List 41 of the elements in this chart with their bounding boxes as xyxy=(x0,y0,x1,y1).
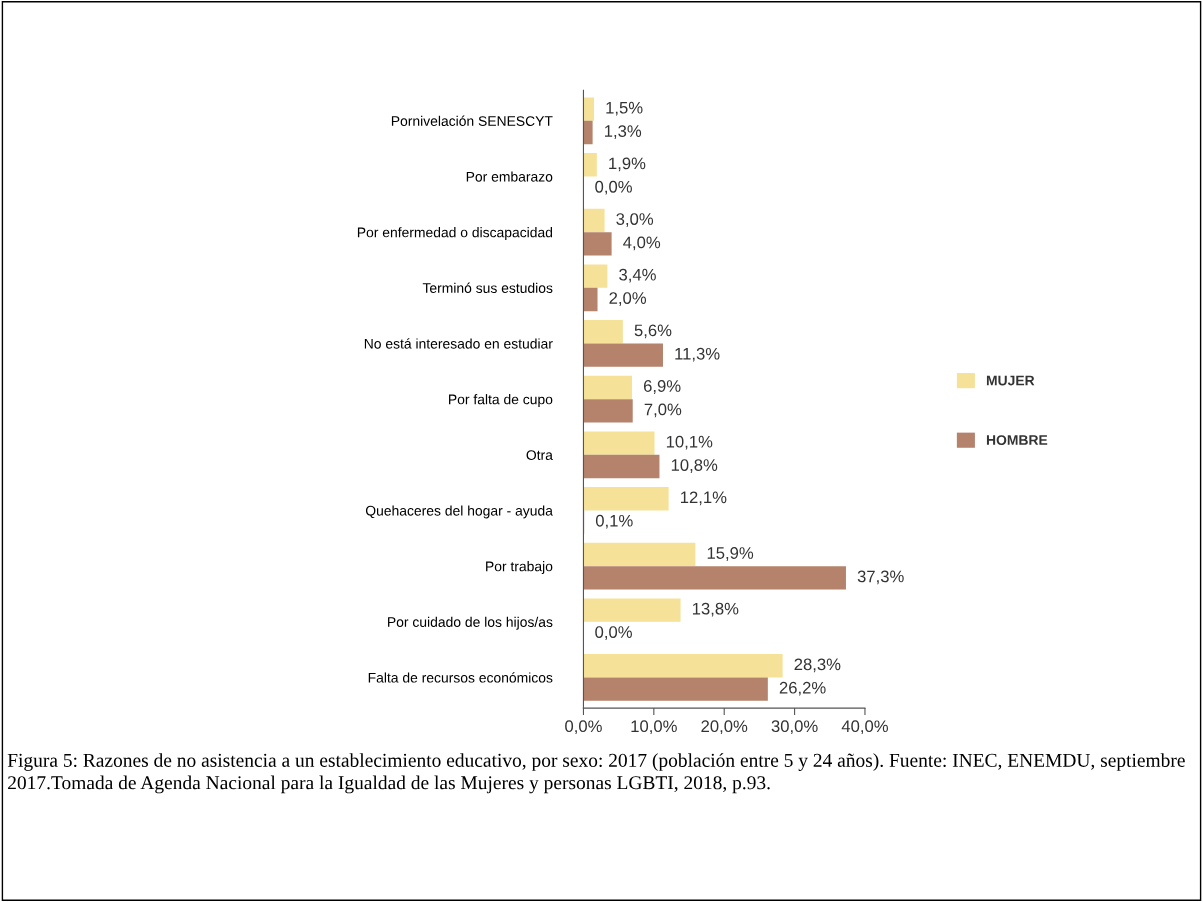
data-label: 0,0% xyxy=(595,626,632,640)
legend-label: MUJER xyxy=(986,375,1035,386)
data-label: 10,1% xyxy=(666,435,713,450)
data-label: 6,9% xyxy=(643,380,681,394)
data-label: 4,0% xyxy=(623,236,661,251)
data-label: 1,5% xyxy=(606,101,643,116)
data-label: 7,0% xyxy=(644,403,682,418)
data-label: 5,6% xyxy=(634,324,672,339)
y-tick-label: Quehaceres del hogar - ayuda xyxy=(365,505,553,519)
data-label: 1,9% xyxy=(609,157,646,172)
data-label: 12,1% xyxy=(680,491,727,506)
data-label: 0,1% xyxy=(595,514,633,529)
y-tick-label: Terminó sus estudios xyxy=(422,282,553,293)
data-label: 11,3% xyxy=(675,347,720,362)
x-tick-label: 20,0% xyxy=(701,720,748,735)
y-tick-label: Por falta de cupo xyxy=(449,394,553,408)
data-label: 15,9% xyxy=(707,547,754,561)
text: Figura 5: Razones de no asistencia a un establecimiento educativo, por sexo: 2017 (población entre 5 y 24 años). Fuente: INEC, ENEMDU, septiembre 2017.Tomada de Agenda Nacional para la Igualdad de las Mujeres y personas LGBTI, 2018, p.93. xyxy=(7,753,1185,794)
y-tick-label: Por enfermedad o discapacidad xyxy=(357,227,553,241)
y-tick-label: Otra xyxy=(526,450,553,460)
y-tick-label: No está interesado en estudiar xyxy=(364,338,553,349)
y-tick-label: Por embarazo xyxy=(466,171,553,182)
data-label: 0,0% xyxy=(595,180,632,195)
data-label: 37,3% xyxy=(857,570,904,585)
x-tick-label: 10,0% xyxy=(631,720,677,735)
y-tick-label: Pornivelación SENESCYT xyxy=(391,115,553,126)
data-label: 3,4% xyxy=(619,268,656,283)
legend-label: HOMBRE xyxy=(986,435,1048,445)
data-label: 13,8% xyxy=(692,602,739,617)
y-tick-label: Por trabajo xyxy=(486,561,553,575)
x-tick-label: 30,0% xyxy=(771,720,818,735)
y-tick-label: Por cuidado de los hijos/as xyxy=(388,616,553,630)
data-label: 1,3% xyxy=(604,125,642,139)
data-label: 3,0% xyxy=(616,213,654,227)
x-tick-label: 0,0% xyxy=(565,720,602,735)
x-tick-label: 40,0% xyxy=(841,720,888,735)
data-label: 10,8% xyxy=(671,459,718,473)
data-label: 2,0% xyxy=(609,292,647,306)
data-label: 26,2% xyxy=(779,681,826,696)
y-tick-label: Falta de recursos económicos xyxy=(368,672,553,683)
data-label: 28,3% xyxy=(794,658,841,673)
